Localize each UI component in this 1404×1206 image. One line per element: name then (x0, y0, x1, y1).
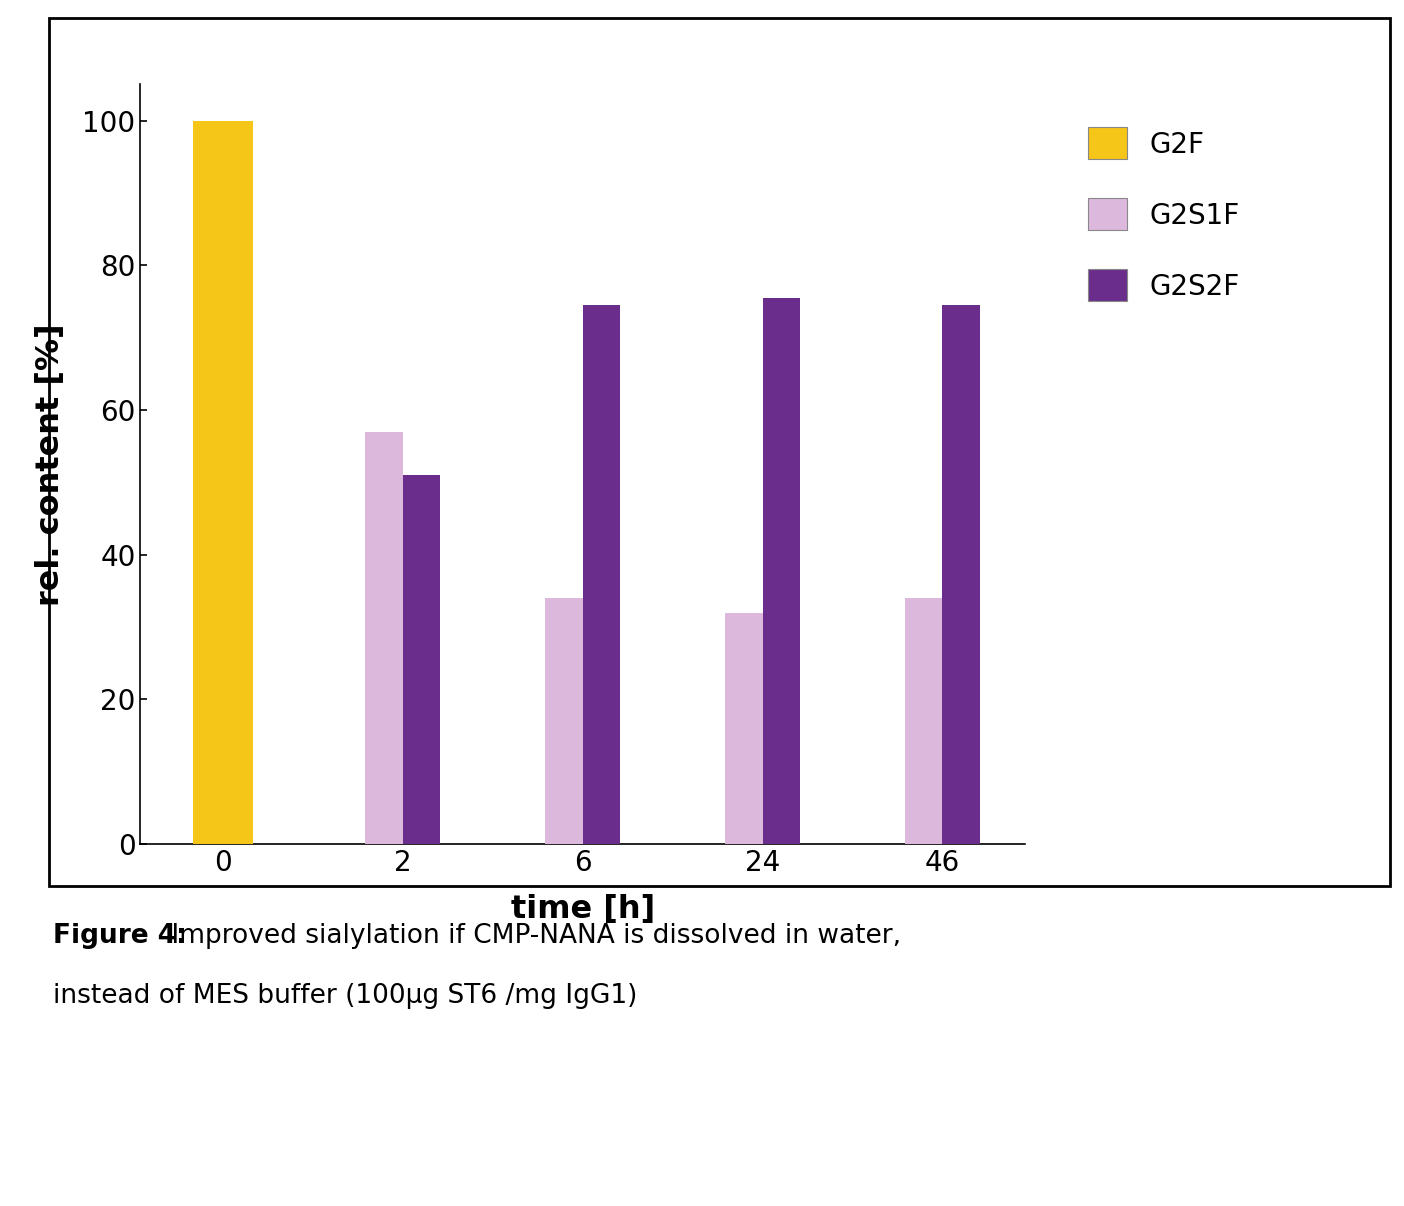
Text: Improved sialylation if CMP-NANA is dissolved in water,: Improved sialylation if CMP-NANA is diss… (163, 923, 901, 949)
Bar (545, 598, 583, 844)
Bar (762, 298, 800, 844)
Bar (942, 305, 980, 844)
Bar (192, 121, 253, 844)
Bar (583, 305, 621, 844)
Bar (365, 432, 403, 844)
X-axis label: time [h]: time [h] (511, 894, 654, 925)
Y-axis label: rel. content [%]: rel. content [%] (35, 323, 66, 605)
Bar (906, 598, 942, 844)
Bar (724, 613, 762, 844)
Bar (403, 475, 441, 844)
Text: Figure 4:: Figure 4: (53, 923, 187, 949)
Text: instead of MES buffer (100µg ST6 /mg IgG1): instead of MES buffer (100µg ST6 /mg IgG… (53, 983, 637, 1009)
Legend: G2F, G2S1F, G2S2F: G2F, G2S1F, G2S2F (1074, 113, 1254, 315)
